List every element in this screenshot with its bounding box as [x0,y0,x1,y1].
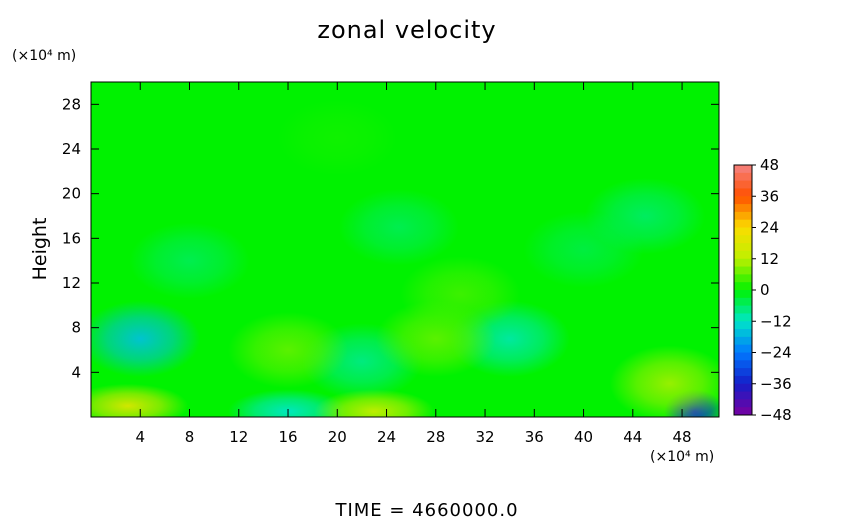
y-axis-ticks: 4 8 12 16 20 24 28 [62,95,719,381]
y-tick-label: 24 [62,140,81,158]
colorbar-band [734,305,752,314]
colorbar-band [734,321,752,330]
x-tick-label: 12 [229,428,248,446]
x-tick-label: 24 [377,428,396,446]
colorbar-band [734,297,752,307]
colorbar-tick-label: −12 [760,312,792,330]
colorbar-tick-label: 0 [760,281,770,299]
colorbar-tick-label: −24 [760,344,792,362]
field-feature [91,383,188,417]
colorbar-band [734,180,752,189]
y-axis-label: Height [29,218,51,281]
field-feature [129,222,250,299]
plot-frame [90,81,720,418]
x-tick-label: 36 [525,428,544,446]
x-tick-label: 32 [475,428,494,446]
colorbar-band [734,165,752,174]
colorbar-band [734,329,752,338]
colorbar-band [734,375,752,385]
y-tick-label: 4 [71,363,81,381]
colorbar-band [734,360,752,369]
y-tick-label: 12 [62,274,81,292]
colorbar-band [734,352,752,361]
colorbar-band [734,313,752,322]
field-feature [91,300,201,377]
heatmap-field [91,82,719,417]
colorbar-tick-label: 12 [760,250,779,268]
x-tick-label: 20 [328,428,347,446]
colorbar-band [734,344,752,353]
colorbar-band [734,227,752,236]
colorbar-band [734,196,752,205]
colorbar-band [734,204,752,213]
y-tick-label: 28 [62,95,81,113]
colorbar-band [734,274,752,283]
x-tick-label: 44 [623,428,642,446]
colorbar-tick-label: −48 [760,406,792,424]
x-tick-label: 8 [185,428,195,446]
colorbar-band [734,391,752,400]
colorbar-band [734,407,752,416]
colorbar-band [734,188,752,197]
colorbar-band [734,399,752,408]
field-feature [228,312,349,388]
colorbar-band [734,172,752,182]
colorbar-band [734,282,752,291]
time-footer: TIME = 4660000.0 [334,500,518,519]
x-tick-label: 28 [426,428,445,446]
field-feature [609,345,719,417]
y-tick-label: 8 [71,319,81,337]
colorbar-tick-label: 36 [760,187,779,205]
field-feature [400,256,521,333]
x-tick-label: 4 [135,428,145,446]
colorbar-band [734,336,752,346]
y-tick-label: 16 [62,229,81,247]
colorbar-band [734,211,752,221]
colorbar-band [734,266,752,275]
y-tick-label: 20 [62,185,81,203]
field-feature [314,389,435,417]
colorbar-band [734,219,752,228]
x-tick-label: 16 [278,428,297,446]
field-feature [338,189,459,266]
field-feature [277,99,398,176]
colorbar-band [734,368,752,377]
x-tick-label: 48 [673,428,692,446]
colorbar-tick-label: 48 [760,156,779,174]
colorbar-band [734,290,752,299]
field-feature [585,178,706,254]
chart-title: zonal velocity [317,16,496,44]
x-axis-unit: (×10⁴ m) [650,449,714,465]
colorbar-band [734,243,752,252]
x-axis-ticks: 4 8 12 16 20 24 28 32 36 40 44 48 [135,82,692,446]
colorbar-band [734,235,752,244]
y-axis-unit: (×10⁴ m) [12,48,76,64]
colorbar-band [734,258,752,268]
colorbar-band [734,383,752,393]
x-tick-label: 40 [574,428,593,446]
colorbar-tick-label: −36 [760,375,792,393]
colorbar: 48 36 24 12 0 −12 −24 −36 −48 [733,156,792,424]
colorbar-tick-label: 24 [760,219,779,237]
colorbar-band [734,250,752,260]
